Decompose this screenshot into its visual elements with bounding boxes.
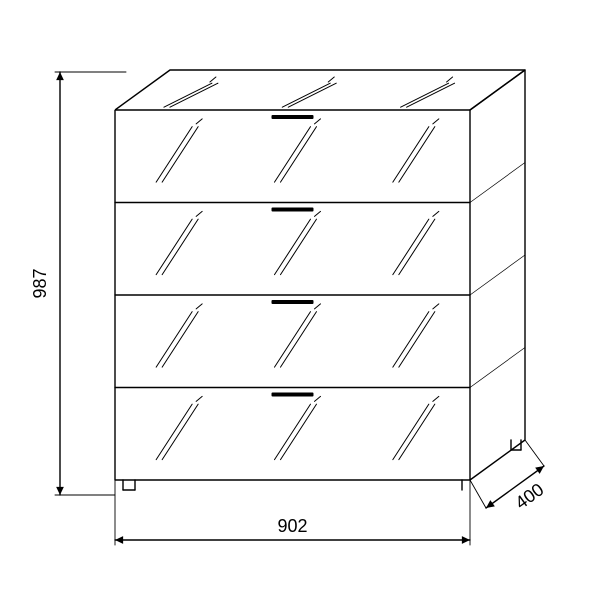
- dim-depth-label: 400: [511, 479, 547, 513]
- dim-width-label: 902: [277, 516, 307, 536]
- dimension-drawing: 987 902 400: [0, 0, 600, 600]
- dim-height-label: 987: [30, 268, 50, 298]
- drawing-root: 987 902 400: [30, 70, 548, 545]
